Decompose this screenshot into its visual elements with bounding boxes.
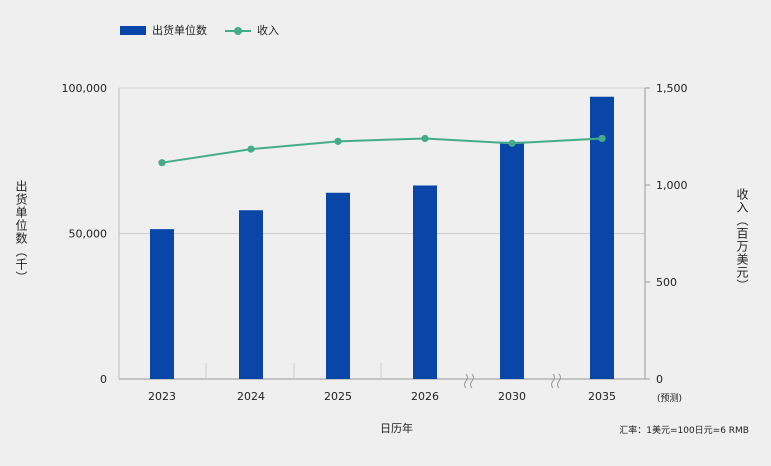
x-tick-label-2023: 2023 — [148, 390, 176, 403]
legend-line-label: 收入 — [257, 24, 279, 37]
y-left-tick-label: 50,000 — [69, 228, 108, 241]
y-axis-left-label: 出货单位数（千） — [14, 180, 28, 284]
bar-2026 — [413, 185, 437, 379]
y-axis-right-label: 收入（百万美元） — [735, 188, 749, 292]
bar-swatch-icon — [120, 25, 146, 35]
revenue-point-2024 — [247, 145, 255, 153]
line-swatch-icon — [225, 26, 251, 35]
x-axis-label: 日历年 — [380, 422, 413, 435]
y-right-tick-label: 1,000 — [656, 179, 688, 192]
axis-break-mark — [464, 373, 468, 389]
x-tick-label-2024: 2024 — [237, 390, 265, 403]
revenue-point-2026 — [421, 134, 429, 143]
x-tick-label-2035: 2035 — [588, 390, 616, 403]
y-right-tick-label: 500 — [656, 276, 677, 289]
bar-2023 — [150, 229, 174, 379]
legend-bars-label: 出货单位数 — [152, 24, 207, 37]
bar-2035 — [590, 96, 614, 379]
y-left-tick-label: 0 — [100, 373, 107, 386]
revenue-point-2030 — [508, 139, 516, 147]
revenue-line — [161, 137, 603, 164]
legend-item-bars: 出货单位数 — [120, 22, 207, 38]
x-tick-label-2026: 2026 — [411, 390, 439, 403]
axis-break-mark — [470, 373, 474, 389]
forecast-note: (预测) — [657, 394, 683, 404]
x-tick-label-2025: 2025 — [324, 390, 352, 403]
x-tick-label-2030: 2030 — [498, 390, 526, 403]
revenue-point-2025 — [334, 137, 342, 145]
y-left-tick-label: 100,000 — [62, 82, 108, 95]
exchange-rate-note: 汇率：1美元=100日元=6 RMB — [619, 426, 749, 436]
legend: 出货单位数 收入 — [120, 22, 297, 38]
y-right-tick-label: 1,500 — [656, 82, 688, 95]
axis-break-mark — [551, 373, 555, 389]
bar-2025 — [326, 192, 350, 379]
legend-item-line: 收入 — [225, 22, 279, 38]
bar-2024 — [239, 210, 263, 379]
revenue-point-2023 — [158, 159, 166, 167]
y-right-tick-label: 0 — [656, 373, 663, 386]
bar-2030 — [500, 141, 524, 379]
revenue-point-2035 — [598, 134, 606, 143]
axis-break-mark — [557, 373, 561, 389]
